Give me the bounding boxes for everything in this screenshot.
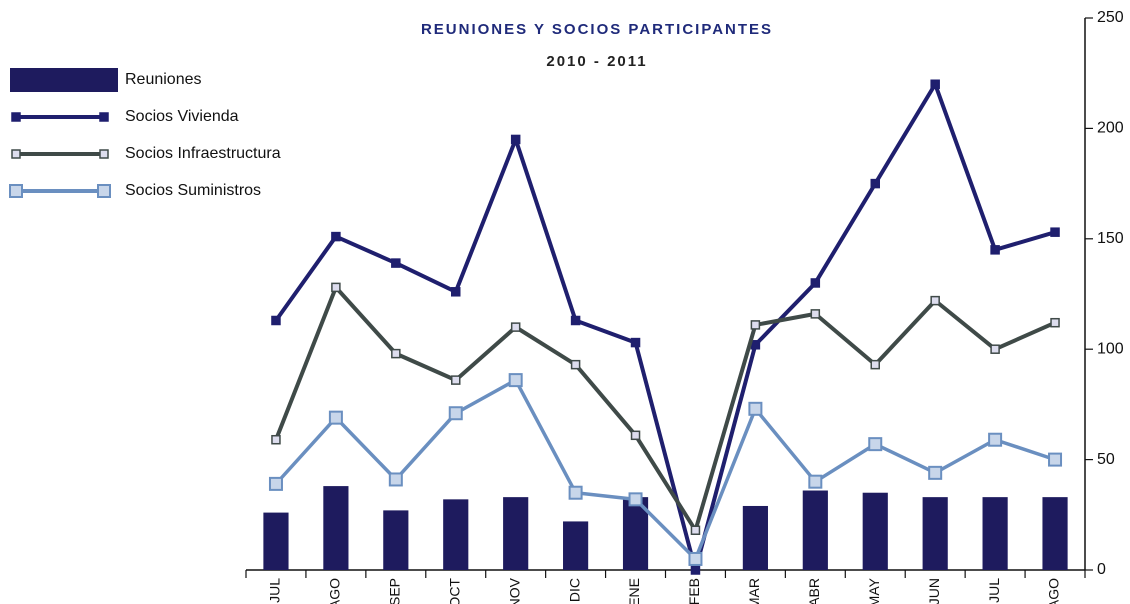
x-tick-label: SEP [387, 578, 403, 604]
line-marker [568, 485, 583, 500]
x-tick-label: JUN [926, 578, 942, 604]
line-marker [1050, 227, 1060, 237]
line-marker [570, 359, 581, 370]
y-tick-label: 150 [1097, 230, 1124, 247]
bar [802, 490, 828, 570]
x-tick-label: DIC [566, 578, 582, 602]
line-marker [510, 322, 521, 332]
x-tick-label: JUL [267, 578, 283, 603]
bar [563, 521, 589, 570]
legend-label: Socios Infraestructura [125, 145, 281, 162]
line-marker [271, 434, 281, 445]
y-tick-label: 50 [1097, 451, 1115, 468]
legend-label: Socios Vivienda [125, 108, 239, 125]
x-tick-label: AGO [1046, 578, 1062, 604]
bar [443, 499, 469, 570]
bar [742, 505, 768, 570]
bar [922, 497, 948, 570]
x-tick-label: ABR [806, 578, 822, 604]
line-marker [808, 474, 823, 489]
line-marker [510, 134, 521, 145]
line-marker [868, 437, 883, 452]
line [274, 285, 1056, 533]
bar [323, 486, 349, 570]
chart-subtitle: 2010 - 2011 [546, 53, 647, 70]
bar [263, 512, 289, 570]
chart-title: REUNIONES Y SOCIOS PARTICIPANTES [421, 21, 773, 38]
line-marker [570, 315, 581, 326]
legend-label: Socios Suministros [125, 182, 261, 199]
line-marker [810, 278, 821, 288]
x-tick-label: JUL [986, 578, 1002, 603]
x-tick-label: ENE [626, 578, 642, 604]
line-marker [1048, 452, 1063, 467]
line-marker [331, 282, 341, 293]
line [274, 82, 1056, 572]
legend-marker [99, 112, 109, 122]
legend-marker [11, 149, 21, 159]
bar [862, 492, 888, 570]
line-marker [448, 406, 463, 421]
line-marker [1050, 317, 1060, 328]
line-marker [331, 231, 341, 242]
line-marker [988, 432, 1003, 447]
line-marker [750, 340, 761, 350]
line-marker [870, 178, 880, 189]
line-marker [628, 492, 643, 507]
x-tick-label: MAR [746, 578, 762, 604]
line-marker [990, 245, 1000, 255]
legend-marker [97, 184, 111, 198]
x-tick-label: MAY [866, 577, 882, 604]
y-tick-label: 250 [1097, 9, 1124, 26]
line-marker [271, 315, 281, 326]
line-marker [688, 551, 703, 566]
x-tick-label: OCT [446, 578, 462, 604]
line-marker [748, 401, 763, 416]
legend-marker [11, 112, 21, 122]
line-marker [870, 359, 880, 370]
line-marker [391, 348, 401, 359]
y-tick-label: 100 [1097, 340, 1124, 357]
legend-swatch [10, 68, 118, 92]
line-marker [328, 410, 343, 425]
line-marker [391, 258, 401, 268]
legend-marker [99, 149, 109, 159]
line-marker [630, 337, 641, 348]
line-marker [388, 472, 403, 487]
line-marker [451, 375, 461, 385]
line-marker [930, 295, 940, 306]
line-marker [750, 320, 761, 330]
bar [1042, 497, 1068, 570]
x-tick-label: FEB [686, 578, 702, 604]
line-marker [690, 565, 701, 575]
line-marker [268, 476, 283, 491]
y-tick-label: 0 [1097, 561, 1106, 578]
line-marker [810, 309, 821, 319]
line-marker [690, 525, 701, 536]
bar [503, 497, 529, 570]
line-marker [630, 430, 641, 441]
line-marker [451, 287, 461, 297]
line-marker [930, 79, 940, 89]
y-tick-label: 200 [1097, 120, 1124, 137]
x-tick-label: NOV [506, 577, 522, 604]
bar [383, 510, 409, 570]
legend-marker [9, 184, 23, 198]
line-marker [990, 344, 1000, 354]
bar [982, 497, 1008, 570]
line-marker [508, 373, 523, 388]
line-marker [928, 465, 943, 480]
line [274, 378, 1056, 561]
legend-label: Reuniones [125, 71, 202, 88]
x-tick-label: AGO [327, 578, 343, 604]
